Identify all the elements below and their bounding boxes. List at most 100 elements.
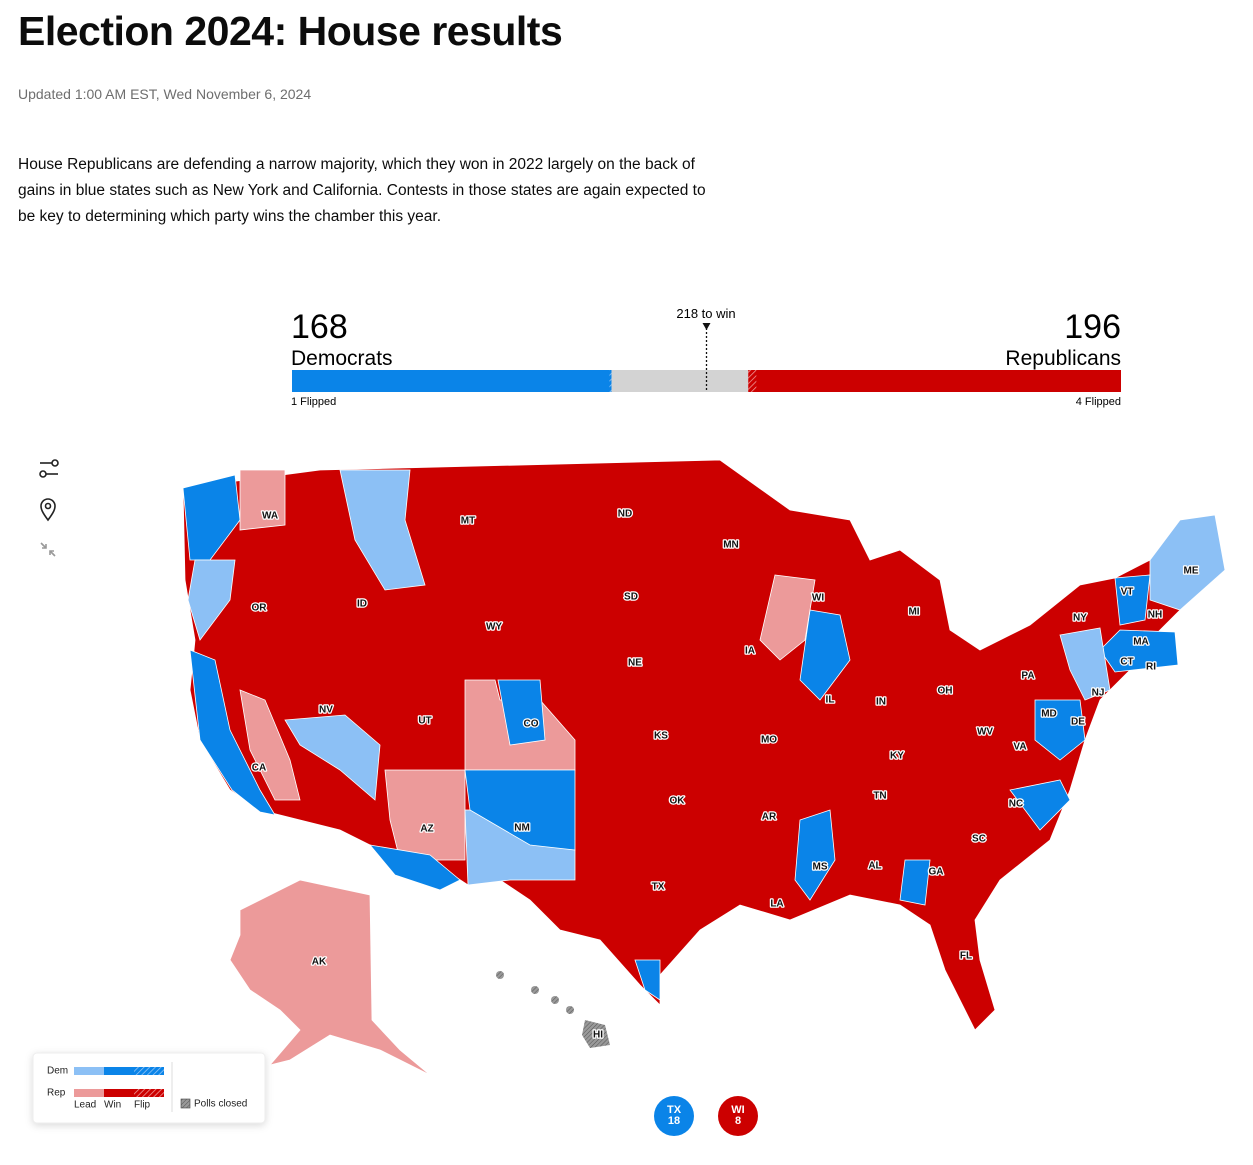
state-label: ID bbox=[357, 599, 367, 610]
region bbox=[464, 769, 576, 851]
race-district: 18 bbox=[668, 1115, 680, 1127]
state-label: KS bbox=[654, 731, 668, 742]
page-title: Election 2024: House results bbox=[18, 8, 563, 54]
race-circle bbox=[718, 1096, 758, 1136]
state-label: PA bbox=[1021, 671, 1034, 682]
rep-flipped: 4 Flipped bbox=[1076, 396, 1121, 408]
state-label: CA bbox=[252, 763, 266, 774]
intro-text: House Republicans are defending a narrow… bbox=[18, 156, 706, 225]
region bbox=[1149, 514, 1226, 611]
region bbox=[899, 859, 931, 906]
state-label: MN bbox=[723, 540, 739, 551]
state-label: CO bbox=[524, 719, 539, 730]
state-label: GA bbox=[929, 867, 944, 878]
swatch bbox=[104, 1089, 134, 1097]
state-label: IA bbox=[745, 646, 755, 657]
undecided-bar bbox=[611, 370, 749, 392]
state-label: UT bbox=[418, 716, 431, 727]
state-label: WI bbox=[812, 593, 824, 604]
legend-lead: Lead bbox=[74, 1100, 96, 1111]
legend: Dem Rep Lead Win Flip Polls closed bbox=[32, 1052, 266, 1124]
region bbox=[339, 469, 426, 591]
state-label: MS bbox=[813, 862, 828, 873]
state-label: NJ bbox=[1092, 688, 1105, 699]
rep-seats: 196 bbox=[1064, 308, 1121, 346]
state-label: OH bbox=[938, 686, 953, 697]
region bbox=[182, 474, 241, 561]
state-label: WY bbox=[486, 622, 502, 633]
updated-time: Updated 1:00 AM EST, Wed November 6, 202… bbox=[18, 86, 312, 102]
state-label: NY bbox=[1073, 613, 1087, 624]
legend-box bbox=[32, 1052, 266, 1124]
region bbox=[1009, 779, 1071, 831]
state-label: MO bbox=[761, 735, 777, 746]
legend-rep: Rep bbox=[47, 1088, 66, 1099]
region bbox=[384, 769, 466, 861]
swatch bbox=[74, 1067, 104, 1075]
race-state: TX bbox=[667, 1104, 682, 1116]
state-label: AL bbox=[868, 861, 881, 872]
region bbox=[799, 609, 851, 701]
state-label: MT bbox=[461, 516, 475, 527]
state-label: VA bbox=[1013, 742, 1026, 753]
state-label: TX bbox=[652, 882, 665, 893]
state-label: WV bbox=[977, 727, 993, 738]
dem-label: Democrats bbox=[291, 347, 393, 370]
state-label: AR bbox=[762, 812, 777, 823]
state-label: KY bbox=[890, 751, 904, 762]
majority-pointer bbox=[702, 323, 711, 330]
majority-label: 218 to win bbox=[676, 306, 735, 321]
swatch bbox=[104, 1067, 134, 1075]
swatch bbox=[180, 1098, 191, 1109]
region bbox=[794, 809, 836, 901]
filter-button[interactable] bbox=[39, 459, 59, 478]
state-label: AK bbox=[312, 957, 327, 968]
region bbox=[1059, 627, 1111, 701]
region bbox=[189, 649, 276, 816]
rep-bar bbox=[748, 370, 1121, 392]
state-label: CT bbox=[1120, 657, 1133, 668]
state-label: NC bbox=[1009, 799, 1023, 810]
us-map bbox=[182, 459, 1226, 1076]
region bbox=[187, 559, 236, 641]
dem-flipped: 1 Flipped bbox=[291, 396, 336, 408]
state-label: ND bbox=[618, 509, 632, 520]
state-label: MD bbox=[1041, 709, 1057, 720]
region bbox=[497, 679, 546, 746]
alaska bbox=[229, 879, 431, 1076]
race-button[interactable]: WI8 bbox=[718, 1096, 758, 1136]
region bbox=[759, 574, 816, 661]
region bbox=[1034, 699, 1086, 761]
state-label: AZ bbox=[420, 824, 433, 835]
swatch bbox=[74, 1089, 104, 1097]
race-state: WI bbox=[731, 1104, 744, 1116]
seat-tally: 168 Democrats 196 Republicans 218 to win… bbox=[291, 306, 1121, 408]
state-label: SD bbox=[624, 592, 638, 603]
race-district: 8 bbox=[735, 1115, 741, 1127]
locate-button[interactable] bbox=[40, 498, 56, 522]
region bbox=[634, 959, 661, 1001]
race-circle bbox=[654, 1096, 694, 1136]
dem-bar bbox=[292, 370, 612, 392]
state-label: LA bbox=[770, 899, 783, 910]
state-label: NE bbox=[628, 658, 642, 669]
state-label: NV bbox=[319, 705, 333, 716]
swatch bbox=[134, 1089, 164, 1097]
collapse-button[interactable] bbox=[40, 542, 56, 557]
state-label: RI bbox=[1146, 662, 1156, 673]
state-label: OR bbox=[252, 603, 268, 614]
state-label: SC bbox=[972, 834, 986, 845]
state-label: ME bbox=[1184, 566, 1199, 577]
legend-dem: Dem bbox=[47, 1066, 68, 1077]
state-label: MI bbox=[908, 607, 919, 618]
hawaii bbox=[496, 971, 610, 1048]
state-label: DE bbox=[1071, 717, 1085, 728]
state-labels: WA MT ND MN ME VT NH WI MI NY MA OR ID SD WY IA NE CT RI PA… bbox=[250, 507, 1200, 1042]
state-label: TN bbox=[873, 791, 886, 802]
map-controls bbox=[39, 459, 59, 557]
rep-flip-bar bbox=[748, 370, 757, 392]
state-label: NH bbox=[1148, 610, 1162, 621]
